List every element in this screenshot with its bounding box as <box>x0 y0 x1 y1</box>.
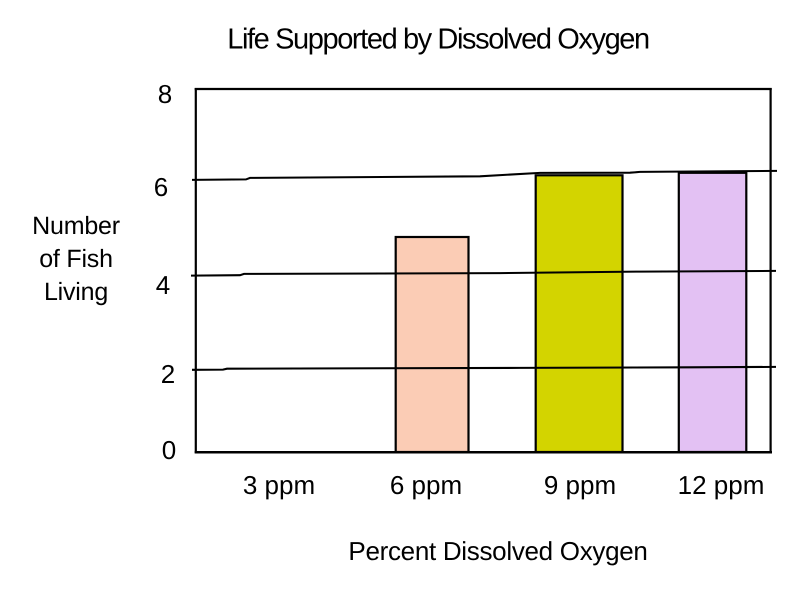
svg-text:of Fish: of Fish <box>39 245 113 273</box>
svg-text:6 ppm: 6 ppm <box>390 470 462 500</box>
svg-text:Life Supported by Dissolved Ox: Life Supported by Dissolved Oxygen <box>227 24 649 56</box>
svg-text:3 ppm: 3 ppm <box>243 470 315 500</box>
svg-text:0: 0 <box>162 435 176 465</box>
svg-text:6: 6 <box>154 172 168 202</box>
svg-text:12 ppm: 12 ppm <box>678 470 765 500</box>
svg-text:2: 2 <box>161 359 175 389</box>
svg-text:8: 8 <box>158 79 172 109</box>
svg-text:4: 4 <box>156 270 170 300</box>
svg-text:Living: Living <box>44 278 108 306</box>
svg-text:Percent Dissolved Oxygen: Percent Dissolved Oxygen <box>348 536 647 566</box>
svg-text:9 ppm: 9 ppm <box>544 470 616 500</box>
svg-text:Number: Number <box>32 212 120 240</box>
